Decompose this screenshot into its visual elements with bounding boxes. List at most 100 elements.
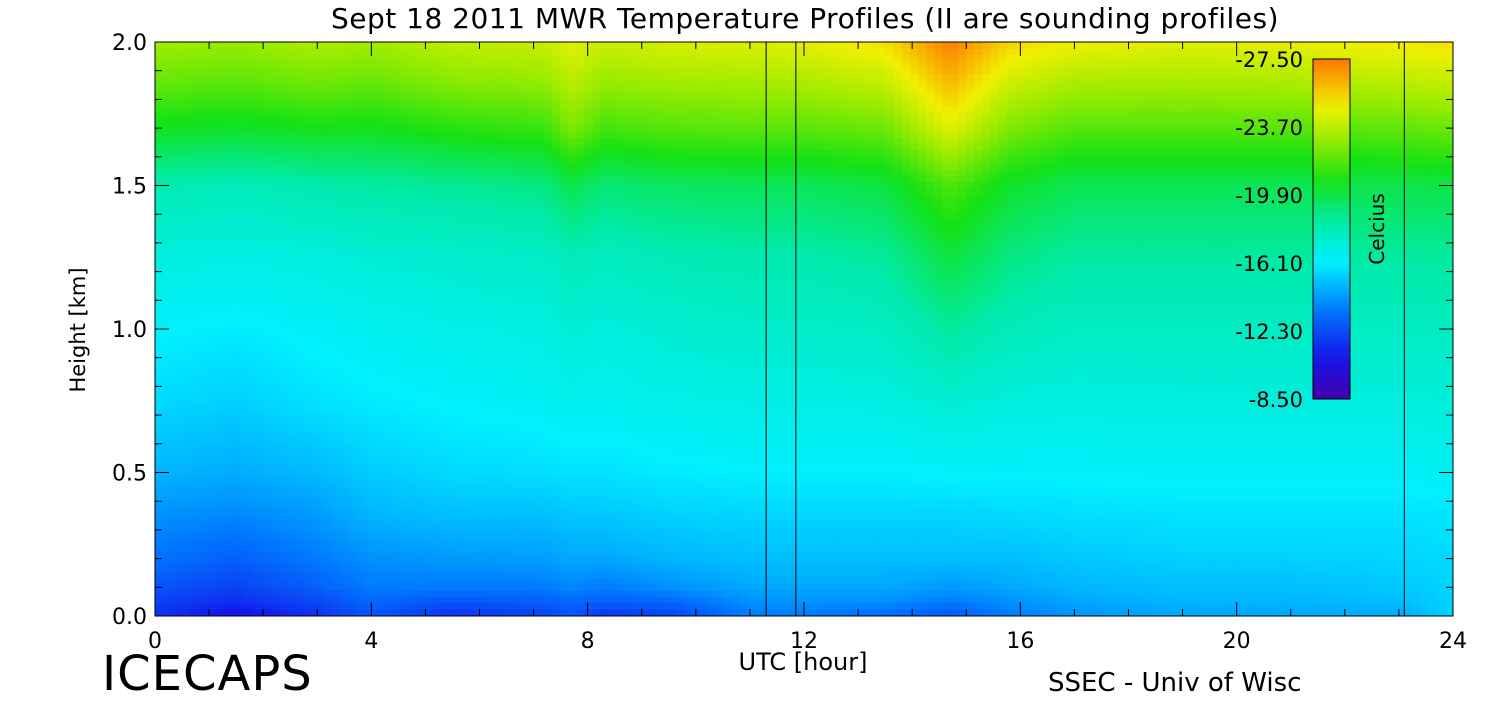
heatmap-cell xyxy=(463,80,472,88)
heatmap-cell xyxy=(236,93,245,100)
heatmap-cell xyxy=(536,48,545,56)
heatmap-cell xyxy=(268,163,278,171)
heatmap-cell xyxy=(852,48,862,56)
heatmap-cell xyxy=(1023,131,1032,139)
heatmap-cell xyxy=(901,188,911,196)
heatmap-cell xyxy=(1444,80,1453,88)
heatmap-cell xyxy=(1071,105,1081,113)
heatmap-cell xyxy=(528,86,537,94)
heatmap-cell xyxy=(236,220,245,228)
heatmap-cell xyxy=(487,214,497,222)
heatmap-cell xyxy=(1233,112,1243,120)
heatmap-cell xyxy=(292,233,302,241)
heatmap-cell xyxy=(398,48,408,56)
heatmap-cell xyxy=(374,67,383,75)
heatmap-cell xyxy=(1144,163,1154,171)
heatmap-cell xyxy=(228,175,237,183)
heatmap-cell xyxy=(885,118,894,126)
heatmap-cell xyxy=(252,80,262,88)
heatmap-cell xyxy=(301,42,310,49)
heatmap-cell xyxy=(236,233,245,241)
heatmap-cell xyxy=(309,118,318,126)
heatmap-cell xyxy=(860,182,870,190)
heatmap-cell xyxy=(568,137,578,145)
heatmap-cell xyxy=(455,214,464,222)
heatmap-cell xyxy=(1063,195,1073,203)
heatmap-cell xyxy=(666,226,675,234)
heatmap-cell xyxy=(365,226,375,234)
heatmap-cell xyxy=(1160,93,1170,100)
heatmap-cell xyxy=(950,214,959,222)
heatmap-cell xyxy=(739,163,748,171)
heatmap-cell xyxy=(1193,73,1203,81)
heatmap-cell xyxy=(528,48,537,56)
heatmap-cell xyxy=(820,207,829,215)
heatmap-cell xyxy=(576,226,586,234)
heatmap-cell xyxy=(1006,131,1016,139)
heatmap-cell xyxy=(171,150,180,158)
heatmap-cell xyxy=(1371,175,1381,183)
heatmap-cell xyxy=(544,233,554,241)
heatmap-cell xyxy=(730,73,740,81)
heatmap-cell xyxy=(609,214,619,222)
heatmap-cell xyxy=(820,201,829,209)
heatmap-cell xyxy=(958,99,967,107)
heatmap-cell xyxy=(958,118,967,126)
heatmap-cell xyxy=(252,99,262,107)
heatmap-cell xyxy=(836,156,846,164)
heatmap-cell xyxy=(739,207,748,215)
heatmap-cell xyxy=(1063,156,1073,164)
heatmap-cell xyxy=(552,124,562,132)
heatmap-cell xyxy=(1290,99,1300,107)
heatmap-cell xyxy=(909,48,919,56)
heatmap-cell xyxy=(747,220,756,228)
heatmap-cell xyxy=(755,93,765,100)
heatmap-cell xyxy=(641,169,651,177)
heatmap-cell xyxy=(657,99,667,107)
heatmap-cell xyxy=(1347,144,1357,152)
heatmap-cell xyxy=(698,150,708,158)
heatmap-cell xyxy=(1039,86,1048,94)
heatmap-cell xyxy=(1144,214,1154,222)
heatmap-cell xyxy=(511,201,521,209)
heatmap-cell xyxy=(438,105,448,113)
heatmap-cell xyxy=(787,214,797,222)
heatmap-cell xyxy=(1047,48,1057,56)
heatmap-cell xyxy=(1436,86,1446,94)
heatmap-cell xyxy=(447,188,456,196)
heatmap-cell xyxy=(1388,54,1397,62)
heatmap-cell xyxy=(438,86,448,94)
heatmap-cell xyxy=(455,86,464,94)
heatmap-cell xyxy=(1120,118,1130,126)
heatmap-cell xyxy=(1169,67,1178,75)
heatmap-cell xyxy=(1355,61,1365,69)
heatmap-cell xyxy=(633,144,643,152)
heatmap-cell xyxy=(268,201,278,209)
heatmap-cell xyxy=(787,48,797,56)
heatmap-cell xyxy=(836,233,846,241)
heatmap-cell xyxy=(1144,42,1154,49)
heatmap-cell xyxy=(171,118,180,126)
heatmap-cell xyxy=(1055,131,1065,139)
heatmap-cell xyxy=(1201,112,1211,120)
heatmap-cell xyxy=(560,226,570,234)
heatmap-cell xyxy=(601,150,610,158)
heatmap-cell xyxy=(1242,195,1251,203)
heatmap-cell xyxy=(1063,105,1073,113)
heatmap-cell xyxy=(1031,195,1040,203)
heatmap-cell xyxy=(1379,99,1389,107)
heatmap-cell xyxy=(252,61,262,69)
heatmap-cell xyxy=(1136,54,1146,62)
heatmap-cell xyxy=(1225,99,1235,107)
heatmap-cell xyxy=(479,67,489,75)
heatmap-cell xyxy=(1217,99,1227,107)
heatmap-cell xyxy=(552,144,562,152)
heatmap-cell xyxy=(601,61,610,69)
heatmap-cell xyxy=(917,137,927,145)
heatmap-cell xyxy=(1152,201,1162,209)
heatmap-cell xyxy=(414,182,424,190)
heatmap-cell xyxy=(1112,156,1121,164)
heatmap-cell xyxy=(1185,42,1194,49)
heatmap-cell xyxy=(1031,93,1040,100)
heatmap-cell xyxy=(1160,150,1170,158)
